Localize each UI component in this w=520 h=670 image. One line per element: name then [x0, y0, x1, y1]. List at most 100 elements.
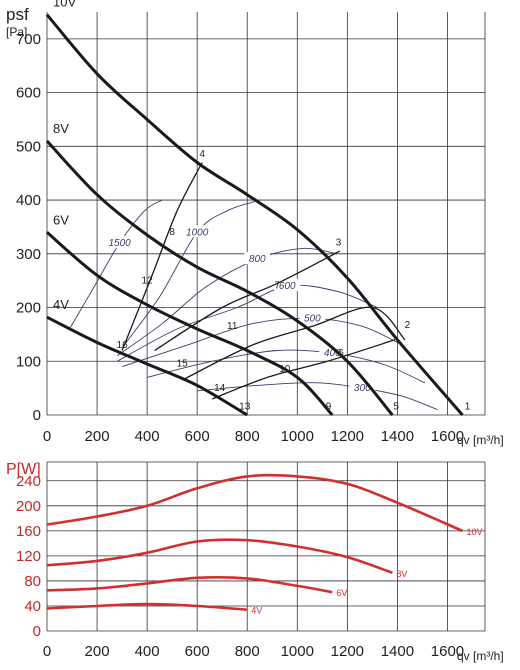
isoline-label-bg	[106, 236, 133, 249]
pressure-grid	[46, 12, 486, 416]
power-curve-label: 8V	[396, 569, 407, 579]
isoline-label: 1000	[186, 227, 209, 238]
x-tick-label: 1200	[331, 428, 364, 445]
isoline-300	[197, 382, 438, 411]
isoline-label: 600	[279, 281, 296, 292]
y-tick-label: 40	[24, 598, 41, 615]
x-tick-label: 600	[185, 428, 210, 445]
isoline-label: 800	[249, 254, 266, 265]
isolines: 1500 1000 800 600 500 400 300	[69, 199, 438, 411]
x-tick-label: 400	[135, 643, 160, 660]
y-tick-label: 500	[16, 138, 41, 155]
y-tick-label: 0	[33, 623, 41, 640]
x-tick-label: 200	[85, 428, 110, 445]
isoline-label: 300	[354, 383, 371, 394]
operating-point-label: 7	[274, 281, 280, 292]
pressure-x-label: qv [m³/h]	[457, 433, 504, 447]
isoline-800	[116, 247, 338, 357]
x-tick-label: 1000	[281, 428, 314, 445]
resistance-line	[121, 162, 203, 351]
pressure-y-label: psf	[6, 5, 29, 24]
isoline-label-bg	[299, 311, 326, 324]
operating-point-label: 14	[214, 383, 226, 394]
resistance-line	[181, 306, 406, 381]
pressure-y-ticks: 0 100 200 300 400 500 600 700	[16, 31, 41, 424]
operating-point-label: 11	[227, 321, 238, 332]
power-x-ticks: 0 200 400 600 800 1000 1200 1400 1600	[43, 643, 464, 660]
power-x-label: qv [m³/h]	[457, 649, 504, 663]
power-curve-label: 4V	[251, 606, 262, 616]
x-tick-label: 1400	[381, 428, 414, 445]
y-tick-label: 200	[16, 498, 41, 515]
operating-point-label: 6	[338, 348, 344, 359]
fan-curve-8V	[45, 139, 394, 416]
operating-point-label: 10	[279, 364, 291, 375]
y-tick-label: 100	[16, 353, 41, 370]
operating-point-label: 12	[142, 275, 154, 286]
resistance-line	[211, 339, 396, 400]
power-y-label: P[W]	[6, 461, 41, 478]
power-curve-8V	[46, 538, 393, 575]
pressure-y-unit: [Pa]	[6, 25, 27, 39]
x-tick-label: 200	[85, 643, 110, 660]
x-tick-label: 1000	[281, 643, 314, 660]
isoline-label-bg	[244, 252, 271, 265]
power-y-ticks: 0 40 80 120 160 200 240	[16, 473, 41, 640]
fan-curve-10V	[45, 13, 464, 416]
fan-curve-label: 10V	[53, 0, 76, 10]
isoline-400	[146, 349, 426, 384]
y-tick-label: 700	[16, 31, 41, 48]
operating-point-label: 5	[393, 402, 399, 413]
x-tick-label: 1400	[381, 643, 414, 660]
pressure-curves: 10V 8V 6V 4V	[45, 0, 464, 417]
x-tick-label: 0	[43, 428, 51, 445]
operating-point-label: 3	[336, 238, 342, 249]
y-tick-label: 80	[24, 573, 41, 590]
isoline-label-bg	[184, 225, 211, 238]
operating-point-label: 8	[169, 227, 175, 238]
power-curve-10V	[46, 473, 464, 533]
fan-curve-6V	[46, 231, 334, 417]
operating-point-label: 2	[405, 320, 411, 331]
fan-curve-4V	[46, 315, 248, 417]
isoline-label: 500	[304, 313, 321, 324]
isoline-500	[121, 317, 403, 368]
y-tick-label: 400	[16, 192, 41, 209]
y-tick-label: 200	[16, 300, 41, 317]
resistance-lines	[121, 162, 406, 400]
operating-point-label: 9	[326, 402, 332, 413]
x-tick-label: 1600	[431, 643, 464, 660]
x-tick-label: 1200	[331, 643, 364, 660]
fan-curve-label: 8V	[53, 121, 69, 136]
operating-point-label: 16	[117, 340, 129, 351]
operating-point-label: 13	[239, 402, 251, 413]
resistance-line	[154, 250, 341, 352]
fan-curve-label: 6V	[53, 212, 69, 227]
power-curve-4V	[46, 602, 248, 611]
x-tick-label: 600	[185, 643, 210, 660]
operating-point-label: 15	[177, 359, 189, 370]
x-tick-label: 1600	[431, 428, 464, 445]
isoline-label: 1500	[108, 238, 131, 249]
power-curve-label: 6V	[336, 588, 347, 598]
y-tick-label: 240	[16, 473, 41, 490]
fan-curve-label: 4V	[53, 297, 69, 312]
x-tick-label: 800	[235, 643, 260, 660]
power-curve-label: 10V	[466, 527, 482, 537]
y-tick-label: 0	[33, 407, 41, 424]
power-curves: 10V 8V 6V 4V	[46, 473, 482, 616]
y-tick-label: 120	[16, 548, 41, 565]
operating-point-label: 1	[465, 402, 471, 413]
y-tick-label: 300	[16, 246, 41, 263]
isoline-label: 400	[324, 348, 341, 359]
y-tick-label: 600	[16, 85, 41, 102]
power-curve-6V	[46, 575, 333, 594]
x-tick-label: 800	[235, 428, 260, 445]
x-tick-label: 400	[135, 428, 160, 445]
x-tick-label: 0	[43, 643, 51, 660]
pressure-x-ticks: 0 200 400 600 800 1000 1200 1400 1600	[43, 428, 464, 445]
